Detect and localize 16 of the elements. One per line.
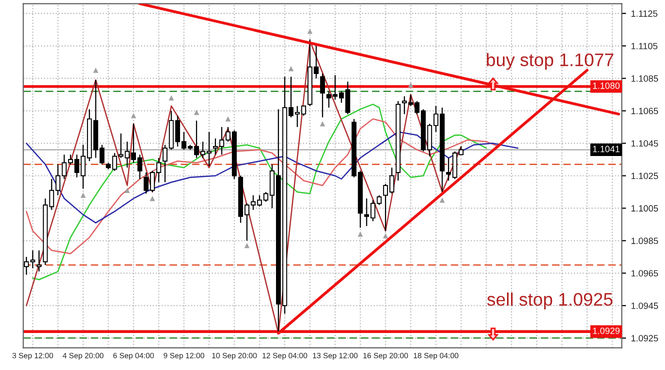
- y-tick-label: 1.1045: [631, 140, 658, 147]
- y-tick-label: 1.0945: [631, 302, 658, 309]
- annotation: buy stop 1.1077: [486, 52, 614, 70]
- annotation: sell stop 1.0925: [487, 292, 612, 310]
- ref-line-label: 1.1080: [593, 82, 620, 89]
- y-tick-label: 1.0925: [631, 335, 658, 342]
- y-tick-label: 1.1005: [631, 205, 658, 212]
- ref-line-label: 1.1041: [593, 146, 620, 152]
- y-tick-label: 1.0985: [631, 238, 658, 244]
- y-tick-label: 1.1125: [631, 10, 658, 17]
- ref-line-label: 1.0929: [593, 328, 620, 334]
- y-tick-label: 1.1105: [631, 42, 658, 50]
- y-tick-label: 1.1085: [631, 75, 658, 82]
- y-tick-label: 1.1025: [631, 172, 658, 180]
- y-tick-label: 1.0965: [631, 270, 658, 276]
- y-tick-label: 1.1065: [631, 108, 658, 114]
